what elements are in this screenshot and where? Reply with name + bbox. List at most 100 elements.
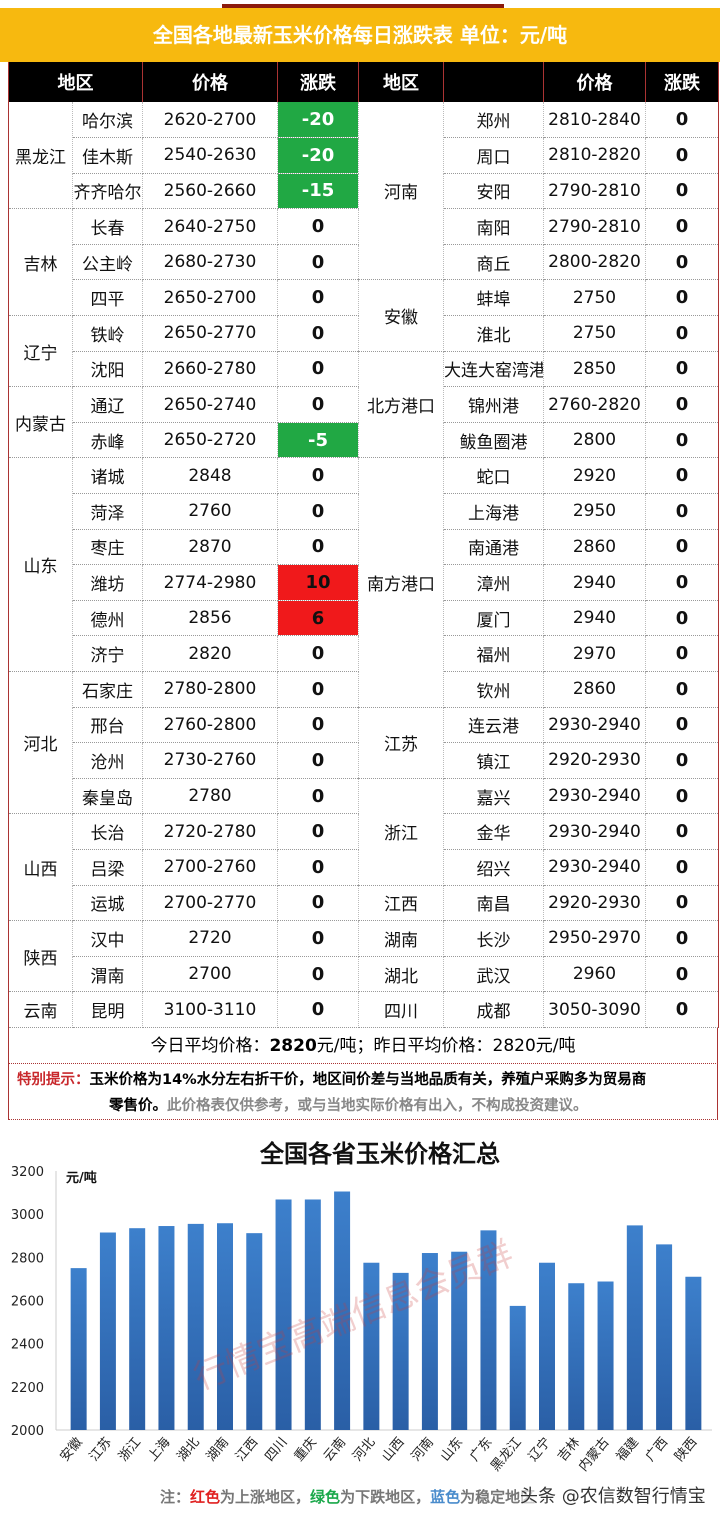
city-cell: 厦门 bbox=[443, 600, 544, 637]
x-tick-label: 河南 bbox=[408, 1434, 437, 1464]
price-cell: 2720-2780 bbox=[142, 813, 278, 850]
change-cell: 0 bbox=[645, 208, 719, 245]
region-cell: 湖北 bbox=[358, 956, 444, 993]
bar bbox=[392, 1272, 409, 1430]
change-cell: 0 bbox=[277, 956, 359, 993]
change-cell: 0 bbox=[645, 493, 719, 530]
change-cell: 0 bbox=[277, 707, 359, 744]
change-cell: 0 bbox=[645, 137, 719, 174]
table-row: 吉林 长春 2640-2750 0 南阳 2790-2810 0 bbox=[8, 208, 719, 317]
price-cell: 2820 bbox=[142, 635, 278, 672]
change-cell: 0 bbox=[277, 813, 359, 850]
change-cell: 0 bbox=[277, 778, 359, 815]
city-cell: 石家庄 bbox=[72, 671, 143, 708]
table-row: 黑龙江 哈尔滨 2620-2700 -20 河南 郑州 2810-2840 0 bbox=[8, 102, 719, 281]
change-cell: 0 bbox=[645, 173, 719, 210]
price-cell: 2560-2660 bbox=[142, 173, 278, 210]
change-cell: 10 bbox=[277, 564, 359, 601]
bar bbox=[421, 1253, 438, 1430]
bar bbox=[246, 1233, 263, 1430]
price-cell: 2730-2760 bbox=[142, 742, 278, 779]
price-table: 地区 价格 涨跌 地区 价格 涨跌 黑龙江 哈尔滨 2620-2700 -20 河南 郑州… bbox=[8, 62, 719, 1028]
price-cell: 2848 bbox=[142, 457, 278, 495]
table-row: 云南 昆明 3100-3110 0 四川 成都 3050-3090 0 bbox=[8, 991, 719, 1028]
y-tick-label: 3200 bbox=[11, 1165, 44, 1180]
note-green: 绿色 bbox=[310, 1488, 341, 1506]
change-cell: 0 bbox=[277, 315, 359, 352]
change-cell: 0 bbox=[277, 208, 359, 245]
region-cell: 浙江 bbox=[358, 778, 444, 886]
header-city-2 bbox=[443, 62, 544, 102]
change-cell: 0 bbox=[645, 422, 719, 459]
city-cell: 齐齐哈尔 bbox=[72, 173, 143, 210]
change-cell: 0 bbox=[645, 279, 719, 317]
price-cell: 2650-2740 bbox=[142, 386, 278, 423]
bar bbox=[509, 1305, 526, 1430]
price-cell: 2930-2940 bbox=[543, 849, 646, 886]
x-tick-label: 湖北 bbox=[175, 1435, 203, 1465]
y-tick-label: 2200 bbox=[11, 1381, 44, 1396]
city-cell: 鲅鱼圈港 bbox=[443, 422, 544, 459]
region-cell: 山西 bbox=[8, 813, 73, 922]
price-cell: 2760-2820 bbox=[543, 386, 646, 423]
bar bbox=[187, 1223, 204, 1430]
price-cell: 2970 bbox=[543, 635, 646, 672]
price-cell: 2650-2700 bbox=[142, 279, 278, 317]
city-cell: 菏泽 bbox=[72, 493, 143, 530]
y-tick-label: 2400 bbox=[11, 1338, 44, 1353]
unit: 元/吨； bbox=[316, 1036, 374, 1056]
city-cell: 渭南 bbox=[72, 956, 143, 993]
top-decor-line bbox=[222, 4, 504, 8]
yesterday-value: 2820元/吨 bbox=[492, 1036, 576, 1056]
header-change: 涨跌 bbox=[277, 62, 359, 102]
price-cell: 2650-2720 bbox=[142, 422, 278, 459]
chart-legend-note: 注：红色为上涨地区，绿色为下跌地区，蓝色为稳定地区 bbox=[160, 1486, 535, 1507]
table-row: 齐齐哈尔 2560-2660 -15 安阳 2790-2810 0 bbox=[9, 173, 719, 210]
region-cell: 陕西 bbox=[8, 920, 73, 993]
price-cell: 2810-2820 bbox=[543, 137, 646, 174]
change-cell: 0 bbox=[645, 244, 719, 281]
city-cell: 赤峰 bbox=[72, 422, 143, 459]
bar bbox=[685, 1276, 702, 1430]
tip-label: 特别提示： bbox=[17, 1072, 90, 1088]
x-tick-label: 广西 bbox=[643, 1435, 671, 1465]
table-row: 渭南 2700 0 湖北 武汉 2960 0 bbox=[9, 956, 719, 993]
price-cell: 2960 bbox=[543, 956, 646, 993]
price-cell: 2540-2630 bbox=[142, 137, 278, 174]
table-row: 山东 诸城 2848 0 南方港口 蛇口 2920 0 bbox=[8, 457, 719, 708]
city-cell: 锦州港 bbox=[443, 386, 544, 423]
bar bbox=[275, 1199, 292, 1430]
note-blue-text: 为稳定地区 bbox=[460, 1488, 536, 1506]
change-cell: 0 bbox=[277, 991, 359, 1028]
change-cell: 0 bbox=[277, 386, 359, 423]
change-cell: 0 bbox=[645, 778, 719, 815]
city-cell: 枣庄 bbox=[72, 529, 143, 566]
price-cell: 2620-2700 bbox=[142, 102, 278, 139]
change-cell: 0 bbox=[645, 849, 719, 886]
change-cell: 0 bbox=[645, 564, 719, 601]
city-cell: 成都 bbox=[443, 991, 544, 1028]
x-tick-label: 湖南 bbox=[203, 1434, 232, 1464]
city-cell: 南昌 bbox=[443, 885, 544, 922]
price-cell: 2750 bbox=[543, 279, 646, 317]
bar bbox=[129, 1228, 146, 1430]
price-cell: 2940 bbox=[543, 600, 646, 637]
change-cell: 0 bbox=[645, 386, 719, 423]
city-cell: 漳州 bbox=[443, 564, 544, 601]
x-tick-label: 河北 bbox=[350, 1435, 378, 1465]
change-cell: 0 bbox=[645, 742, 719, 779]
note-red: 红色 bbox=[190, 1488, 221, 1506]
table-row: 潍坊 2774-2980 10 漳州 2940 0 bbox=[9, 564, 719, 601]
region-cell: 内蒙古 bbox=[8, 386, 73, 459]
region-cell: 辽宁 bbox=[8, 315, 73, 388]
city-cell: 镇江 bbox=[443, 742, 544, 779]
price-cell: 3050-3090 bbox=[543, 991, 646, 1028]
bar bbox=[217, 1223, 233, 1430]
price-cell: 2940 bbox=[543, 564, 646, 601]
city-cell: 诸城 bbox=[72, 457, 143, 495]
x-tick-label: 江苏 bbox=[86, 1434, 115, 1464]
region-cell: 河北 bbox=[8, 671, 73, 815]
bar bbox=[99, 1232, 116, 1430]
x-tick-label: 内蒙古 bbox=[575, 1434, 612, 1474]
table-row: 山西 长治 2720-2780 0 金华 2930-2940 0 bbox=[8, 813, 719, 922]
